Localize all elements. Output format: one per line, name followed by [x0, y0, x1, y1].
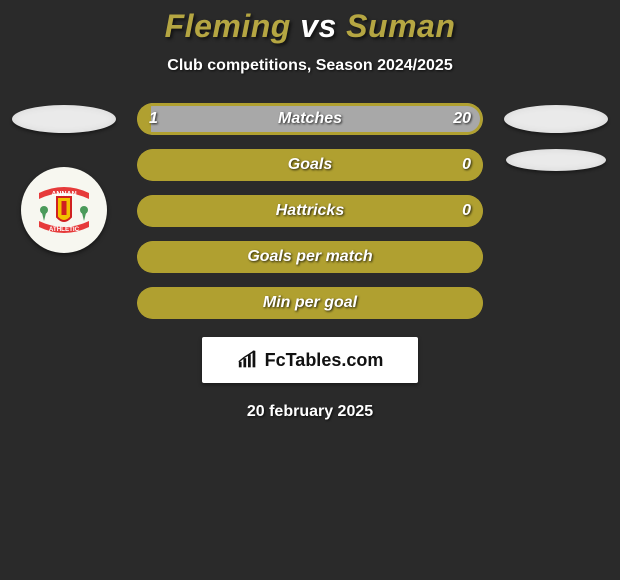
main-row: ANNAN ATHLETIC Matches120Goals0Hattricks…	[0, 103, 620, 319]
stat-bar: Goals per match	[137, 241, 483, 273]
subtitle: Club competitions, Season 2024/2025	[0, 57, 620, 75]
player1-oval	[12, 105, 116, 133]
stat-bar-fill-left	[137, 195, 483, 227]
stat-bar: Matches120	[137, 103, 483, 135]
title: Fleming vs Suman	[0, 8, 620, 45]
stats-card: Fleming vs Suman Club competitions, Seas…	[0, 0, 620, 421]
stat-bar-value-right: 0	[462, 195, 471, 227]
stat-bar-fill-right	[151, 103, 483, 135]
source-logo-text: FcTables.com	[265, 350, 384, 371]
stat-bar: Min per goal	[137, 287, 483, 319]
fctables-icon	[237, 349, 259, 371]
stat-bar-value-right: 20	[453, 103, 471, 135]
title-player2: Suman	[346, 8, 455, 44]
right-column	[501, 105, 611, 171]
stat-bar-fill-left	[137, 241, 483, 273]
source-logo-box: FcTables.com	[202, 337, 418, 383]
svg-text:ATHLETIC: ATHLETIC	[49, 226, 80, 233]
stat-bar: Hattricks0	[137, 195, 483, 227]
title-vs: vs	[300, 8, 337, 44]
stat-bar: Goals0	[137, 149, 483, 181]
stat-bars: Matches120Goals0Hattricks0Goals per matc…	[137, 103, 483, 319]
crest-icon: ANNAN ATHLETIC	[25, 171, 103, 249]
left-column: ANNAN ATHLETIC	[9, 105, 119, 253]
player2-oval-1	[504, 105, 608, 133]
stat-bar-value-right: 0	[462, 149, 471, 181]
date: 20 february 2025	[0, 403, 620, 421]
stat-bar-fill-left	[137, 287, 483, 319]
club-crest: ANNAN ATHLETIC	[21, 167, 107, 253]
title-player1: Fleming	[165, 8, 291, 44]
stat-bar-fill-left	[137, 149, 483, 181]
stat-bar-value-left: 1	[149, 103, 158, 135]
player2-oval-2	[506, 149, 606, 171]
